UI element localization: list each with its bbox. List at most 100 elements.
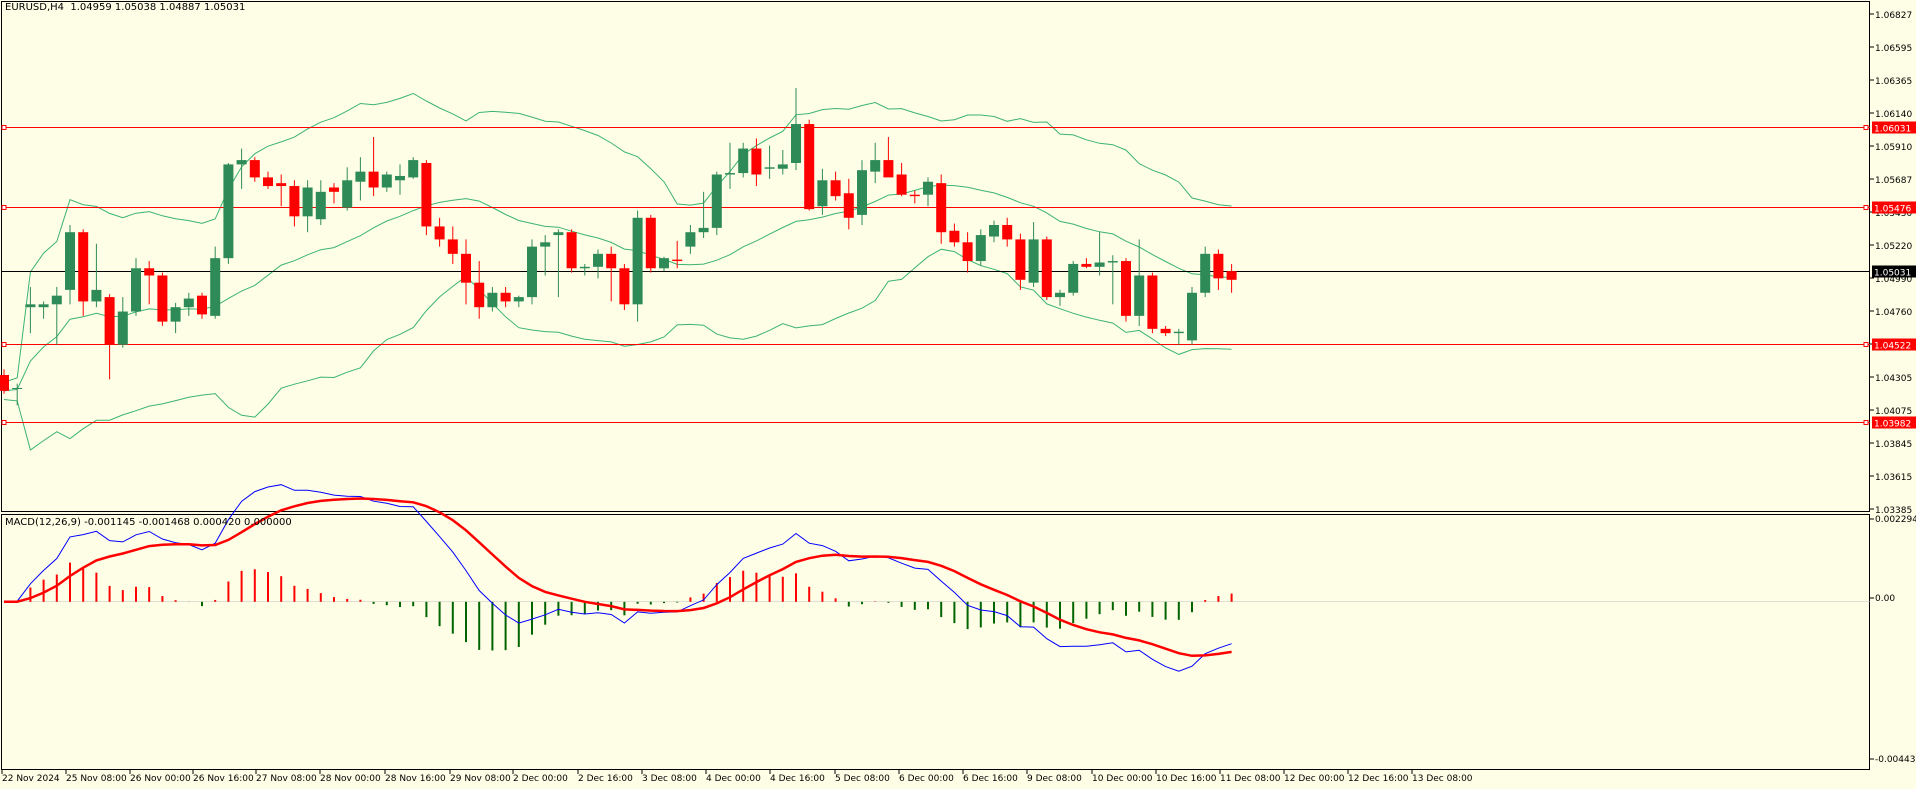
bollinger-mid-line (3, 184, 1232, 392)
candle-body (1173, 331, 1184, 334)
candle-body (1213, 253, 1224, 279)
time-axis-label: 2 Dec 16:00 (578, 774, 633, 784)
macd-indicator-info: MACD(12,26,9) -0.001145 -0.001468 0.0004… (5, 517, 292, 528)
price-level-tag (1872, 416, 1916, 429)
candle-body (751, 148, 762, 175)
candle-body (923, 181, 933, 195)
candle-body (487, 292, 498, 308)
candle-body (843, 193, 854, 218)
level-handle (1863, 205, 1869, 210)
candle-body (276, 183, 287, 187)
candle-body (1200, 253, 1211, 293)
candle-body (368, 171, 379, 188)
candle-body (38, 304, 49, 308)
candle-body (395, 175, 405, 181)
price-axis-label: 1.06595 (1875, 44, 1912, 54)
price-axis-label: 1.04990 (1875, 275, 1912, 285)
candle-body (223, 164, 234, 259)
candle-body (1068, 263, 1079, 293)
candle-body (131, 268, 141, 312)
time-axis-label: 26 Nov 16:00 (193, 774, 254, 784)
bollinger-up-line (3, 92, 1232, 383)
candle-body (804, 124, 815, 210)
level-handle (1, 342, 7, 347)
time-axis-label: 12 Dec 00:00 (1284, 774, 1345, 784)
candle-body (500, 292, 511, 302)
candle-body (91, 289, 102, 302)
price-axis-label: 1.05450 (1875, 209, 1912, 219)
candle-body (949, 230, 960, 243)
candle-body (78, 232, 89, 302)
candle-body (51, 295, 62, 305)
time-axis-label: 26 Nov 00:00 (130, 774, 191, 784)
time-axis-label: 3 Dec 08:00 (642, 774, 697, 784)
candle-body (381, 174, 392, 188)
candle-body (593, 253, 603, 267)
candle-body (236, 160, 247, 165)
price-level-label: 1.04522 (1874, 342, 1911, 352)
candle-body (197, 295, 207, 315)
candle-body (645, 217, 656, 269)
candle-body (579, 266, 590, 269)
candle-body (461, 253, 471, 283)
symbol-info: EURUSD,H4 1.04959 1.05038 1.04887 1.0503… (5, 2, 246, 13)
level-handle (1863, 342, 1869, 347)
candle-body (1107, 261, 1118, 263)
price-axis-label: 1.05910 (1875, 143, 1912, 153)
time-axis-label: 13 Dec 08:00 (1412, 774, 1473, 784)
candle-body (117, 311, 128, 345)
time-axis-label: 29 Nov 08:00 (450, 774, 511, 784)
candle-body (791, 124, 801, 163)
time-axis-label: 6 Dec 00:00 (899, 774, 954, 784)
candle-body (315, 191, 326, 220)
candle-body (566, 232, 577, 269)
candle-body (183, 298, 194, 308)
candle-body (104, 297, 115, 345)
price-axis-label: 1.06365 (1875, 77, 1912, 87)
time-axis-label: 4 Dec 16:00 (770, 774, 825, 784)
candle-body (263, 177, 273, 187)
time-axis-label: 11 Dec 08:00 (1220, 774, 1281, 784)
candle-body (1028, 239, 1039, 283)
candle-body (553, 232, 564, 236)
candle-body (857, 170, 867, 215)
candle-body (1121, 261, 1131, 316)
price-axis-label: 1.05687 (1875, 176, 1912, 186)
candle-body (632, 217, 643, 305)
level-handle (1, 205, 7, 210)
candle-body (896, 174, 907, 195)
signal-line (3, 497, 1232, 658)
macd-axis-label: 0.002294 (1875, 515, 1916, 525)
candle-body (725, 173, 735, 175)
price-level-label: 1.03982 (1874, 420, 1911, 430)
price-level-label: 1.05031 (1874, 269, 1911, 279)
candle-body (302, 187, 313, 217)
candle-body (975, 235, 986, 262)
candle-body (447, 239, 458, 254)
time-axis-label: 28 Nov 00:00 (320, 774, 381, 784)
candle-body (1094, 262, 1105, 267)
candle-body (883, 160, 894, 178)
candle-body (698, 227, 709, 233)
price-axis-label: 1.04305 (1875, 374, 1912, 384)
price-axis-label: 1.04760 (1875, 308, 1912, 318)
level-handle (1, 420, 7, 425)
time-axis-label: 5 Dec 08:00 (835, 774, 890, 784)
time-axis-label: 25 Nov 08:00 (66, 774, 127, 784)
level-handle (1863, 125, 1869, 130)
candle-body (989, 224, 999, 237)
candle-body (249, 160, 260, 178)
time-axis-label: 22 Nov 2024 (2, 774, 60, 784)
macd-line (3, 484, 1232, 672)
candle-body (672, 259, 683, 262)
candle-body (1002, 224, 1013, 240)
time-axis-label: 6 Dec 16:00 (963, 774, 1018, 784)
level-handle (1863, 420, 1869, 425)
candle-body (289, 186, 300, 217)
time-axis-label: 27 Nov 08:00 (256, 774, 317, 784)
candle-body (936, 183, 947, 233)
price-level-tag (1872, 265, 1916, 278)
time-axis-label: 12 Dec 16:00 (1348, 774, 1409, 784)
candle-body (1147, 275, 1158, 329)
